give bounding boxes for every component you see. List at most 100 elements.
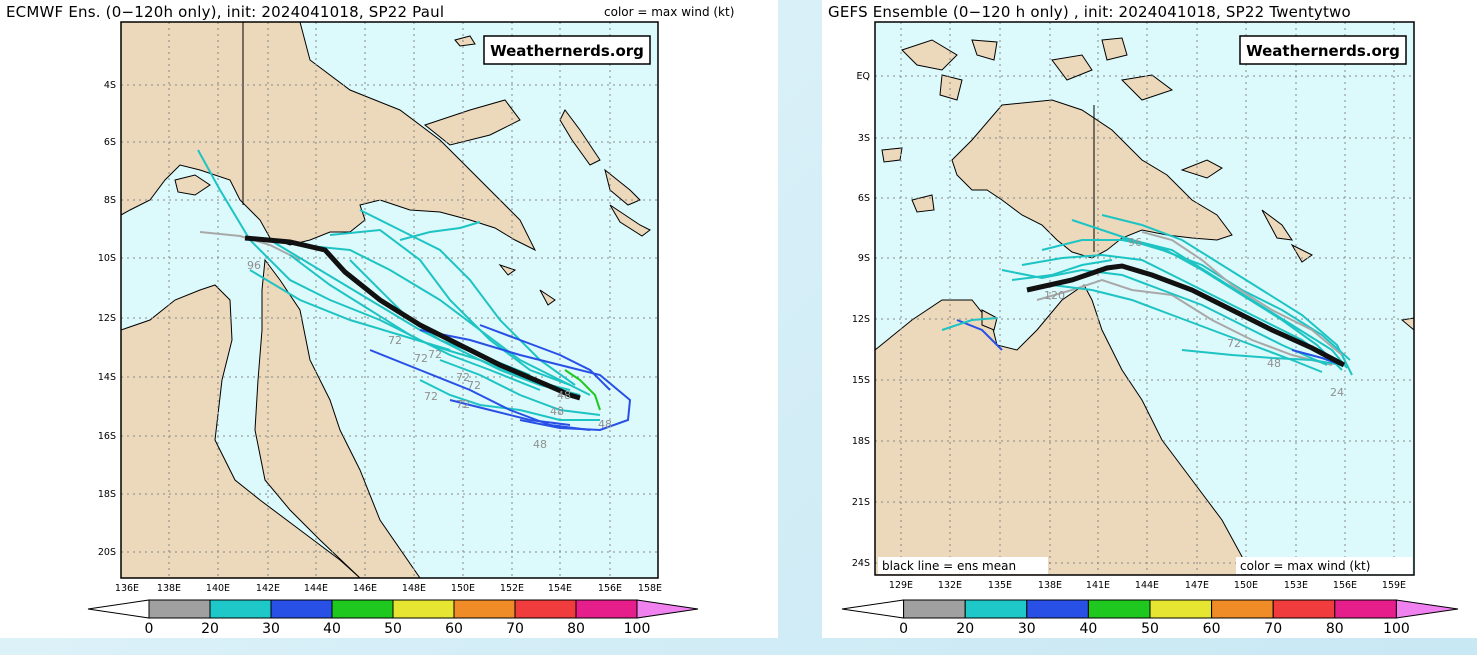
- svg-text:158E: 158E: [638, 583, 662, 594]
- svg-text:9S: 9S: [858, 253, 870, 264]
- colorbar-segment: [1334, 599, 1397, 619]
- gefs-map: 120 96 72 48 24 Weathernerds.org black l…: [841, 21, 1459, 637]
- svg-text:6S: 6S: [858, 193, 870, 204]
- svg-text:150E: 150E: [1234, 580, 1258, 591]
- colorbar-tick-label: 70: [1264, 621, 1282, 637]
- colorbar-tick-label: 20: [201, 621, 219, 637]
- svg-text:48: 48: [598, 418, 612, 431]
- colorbar-segment: [964, 599, 1028, 619]
- svg-text:48: 48: [550, 405, 564, 418]
- colorbar-tick-label: 0: [145, 621, 154, 637]
- colorbar: 0 20 30 40 50 60 70 80 100: [87, 599, 699, 637]
- lat-labels: EQ 3S 6S 9S 12S 15S 18S 21S 24S: [852, 71, 870, 569]
- ensemble-tracks: [941, 214, 1353, 376]
- svg-text:20S: 20S: [98, 547, 116, 558]
- svg-text:136E: 136E: [115, 583, 139, 594]
- svg-text:72: 72: [1227, 337, 1241, 350]
- svg-text:142E: 142E: [256, 583, 280, 594]
- svg-text:72: 72: [467, 379, 481, 392]
- colorbar-segment: [331, 599, 394, 619]
- gefs-panel: GEFS Ensemble (0−120 h only) , init: 202…: [822, 0, 1477, 638]
- svg-text:132E: 132E: [938, 580, 962, 591]
- colorbar-tick-label: 80: [567, 621, 585, 637]
- svg-text:15S: 15S: [852, 375, 870, 386]
- svg-text:12S: 12S: [98, 313, 116, 324]
- colorbar-segment: [1272, 599, 1336, 619]
- svg-text:72: 72: [456, 398, 470, 411]
- svg-text:12S: 12S: [852, 314, 870, 325]
- svg-text:138E: 138E: [157, 583, 181, 594]
- svg-text:159E: 159E: [1382, 580, 1406, 591]
- colorbar-segment: [392, 599, 455, 619]
- svg-text:color = max wind (kt): color = max wind (kt): [1240, 559, 1370, 573]
- svg-text:18S: 18S: [852, 436, 870, 447]
- svg-text:72: 72: [388, 334, 402, 347]
- svg-text:48: 48: [557, 389, 571, 402]
- svg-text:72: 72: [428, 348, 442, 361]
- lat-labels: 4S 6S 8S 10S 12S 14S 16S 18S 20S: [98, 80, 116, 558]
- colorbar-segment: [87, 599, 150, 619]
- colorbar-tick-label: 30: [262, 621, 280, 637]
- colorbar-segment: [453, 599, 516, 619]
- colorbar-segment: [209, 599, 272, 619]
- svg-text:120: 120: [1044, 289, 1065, 302]
- ecmwf-color-note: color = max wind (kt): [604, 5, 735, 19]
- svg-text:72: 72: [414, 352, 428, 365]
- svg-text:146E: 146E: [353, 583, 377, 594]
- svg-text:96: 96: [247, 259, 261, 272]
- colorbar-tick-label: 70: [506, 621, 524, 637]
- watermark: Weathernerds.org: [490, 42, 644, 60]
- track-labels: 120 96 72 48 24: [1044, 236, 1344, 399]
- colorbar-tick-label: 30: [1018, 621, 1036, 637]
- svg-text:135E: 135E: [988, 580, 1012, 591]
- svg-text:24: 24: [1330, 386, 1344, 399]
- colorbar-segment: [841, 599, 905, 619]
- colorbar-tick-label: 100: [624, 621, 651, 637]
- svg-text:129E: 129E: [889, 580, 913, 591]
- svg-text:141E: 141E: [1086, 580, 1110, 591]
- svg-text:152E: 152E: [500, 583, 524, 594]
- colorbar-tick-label: 40: [1079, 621, 1097, 637]
- colorbar-segment: [1149, 599, 1213, 619]
- svg-text:153E: 153E: [1284, 580, 1308, 591]
- colorbar: 0 20 30 40 50 60 70 80 100: [841, 599, 1459, 637]
- gefs-title: GEFS Ensemble (0−120 h only) , init: 202…: [828, 3, 1351, 21]
- svg-text:EQ: EQ: [857, 71, 870, 82]
- colorbar-segment: [1395, 599, 1459, 619]
- colorbar-tick-label: 0: [899, 621, 908, 637]
- svg-text:140E: 140E: [206, 583, 230, 594]
- watermark: Weathernerds.org: [1246, 42, 1400, 60]
- svg-text:156E: 156E: [1333, 580, 1357, 591]
- track-labels: 96 72 72 72 72 72 72 72 48 48 48 48: [247, 259, 612, 451]
- svg-text:18S: 18S: [98, 489, 116, 500]
- lon-labels: 136E 138E 140E 142E 144E 146E 148E 150E …: [115, 583, 662, 594]
- colorbar-segment: [514, 599, 577, 619]
- colorbar-segment: [903, 599, 966, 619]
- colorbar-segment: [1211, 599, 1274, 619]
- colorbar-segment: [1087, 599, 1151, 619]
- svg-text:147E: 147E: [1185, 580, 1209, 591]
- svg-text:150E: 150E: [451, 583, 475, 594]
- ecmwf-title: ECMWF Ens. (0−120h only), init: 20240410…: [6, 3, 445, 21]
- colorbar-segment: [148, 599, 211, 619]
- grid: [121, 22, 658, 578]
- land: [121, 22, 651, 578]
- svg-text:96: 96: [1128, 236, 1142, 249]
- svg-text:156E: 156E: [598, 583, 622, 594]
- svg-text:3S: 3S: [858, 133, 870, 144]
- colorbar-segment: [1026, 599, 1089, 619]
- colorbar-tick-label: 60: [1203, 621, 1221, 637]
- colorbar-tick-label: 40: [323, 621, 341, 637]
- colorbar-tick-label: 50: [1141, 621, 1159, 637]
- svg-text:6S: 6S: [104, 137, 116, 148]
- svg-text:138E: 138E: [1038, 580, 1062, 591]
- colorbar-tick-label: 60: [445, 621, 463, 637]
- colorbar-segment: [636, 599, 699, 619]
- colorbar-segment: [270, 599, 333, 619]
- colorbar-tick-label: 80: [1326, 621, 1344, 637]
- svg-text:24S: 24S: [852, 558, 870, 569]
- svg-text:16S: 16S: [98, 431, 116, 442]
- ens-mean-track: [1026, 263, 1346, 368]
- svg-text:10S: 10S: [98, 253, 116, 264]
- svg-text:48: 48: [1267, 357, 1281, 370]
